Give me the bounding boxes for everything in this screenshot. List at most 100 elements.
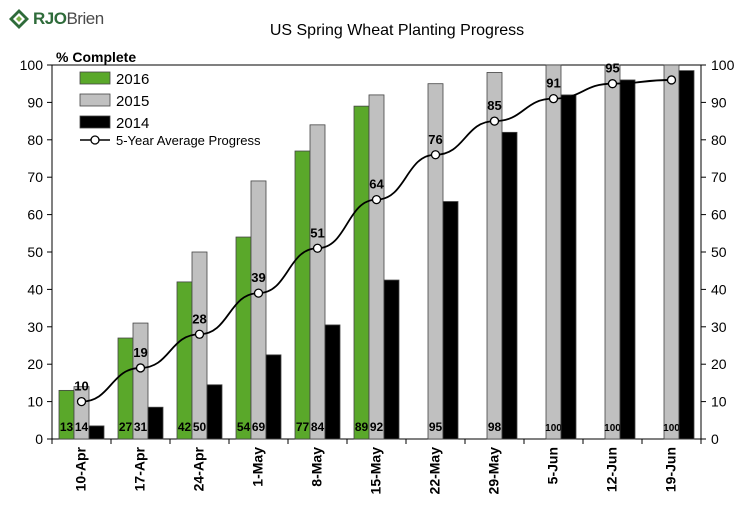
- average-point-marker: [135, 363, 146, 373]
- bar-2015: [309, 124, 326, 440]
- bar-2014: [206, 384, 223, 440]
- bar-2014: [383, 279, 400, 440]
- y-tick-label-left: 30: [27, 319, 43, 335]
- x-tick-label: 5-Jun: [545, 447, 561, 484]
- average-point-marker: [371, 194, 382, 205]
- y-tick-label-right: 30: [711, 319, 727, 335]
- average-data-label: 10: [74, 379, 88, 394]
- bar-2014: [265, 354, 282, 440]
- x-tick-label: 8-May: [309, 447, 325, 487]
- brand-logo: RJOBrien: [8, 8, 104, 30]
- bar-data-label: 100: [545, 423, 562, 434]
- average-point-marker: [430, 150, 441, 160]
- y-tick-label-left: 100: [20, 57, 44, 73]
- bar-data-label: 42: [178, 420, 192, 434]
- average-data-label: 95: [605, 61, 619, 76]
- average-point-marker: [607, 79, 618, 89]
- average-point-marker: [489, 116, 500, 126]
- legend-label: 2016: [116, 71, 149, 88]
- x-tick-label: 17-Apr: [132, 446, 148, 491]
- legend-label: 5-Year Average Progress: [116, 133, 261, 148]
- bar-2014: [88, 425, 105, 440]
- bar-2014: [678, 70, 695, 440]
- average-data-label: 51: [310, 225, 324, 240]
- y-tick-label-right: 10: [711, 394, 727, 410]
- bar-2016: [235, 236, 252, 440]
- logo-brand: RJO: [33, 9, 67, 28]
- y-tick-label-right: 90: [711, 94, 727, 110]
- x-tick-label: 10-Apr: [73, 446, 89, 491]
- bar-data-label: 92: [370, 420, 384, 434]
- logo-brand-suffix: Brien: [66, 9, 104, 28]
- y-tick-label-right: 50: [711, 244, 727, 260]
- y-tick-label-left: 40: [27, 281, 43, 297]
- legend-swatch-marker: [90, 135, 100, 145]
- bar-2015: [132, 322, 149, 440]
- bar-data-label: 14: [75, 420, 89, 434]
- average-data-label: 19: [133, 345, 147, 360]
- bar-2015: [604, 64, 621, 440]
- bar-2015: [250, 180, 267, 440]
- average-point-marker: [312, 243, 323, 253]
- x-tick-label: 12-Jun: [604, 447, 620, 492]
- y-tick-label-right: 100: [711, 57, 735, 73]
- bar-2014: [147, 406, 164, 440]
- legend-label: 2015: [116, 93, 149, 110]
- bar-data-label: 13: [60, 420, 74, 434]
- bar-2014: [560, 94, 577, 440]
- bar-data-label: 69: [252, 420, 266, 434]
- bar-data-label: 89: [355, 420, 369, 434]
- y-tick-label-left: 60: [27, 207, 43, 223]
- legend-swatch-2014: [79, 115, 111, 129]
- bar-2015: [545, 64, 562, 440]
- legend-swatch-2015: [79, 93, 111, 107]
- y-axis-label: % Complete: [56, 49, 136, 65]
- bar-data-label: 31: [134, 420, 148, 434]
- x-tick-label: 22-May: [427, 447, 443, 495]
- bar-2015: [368, 94, 385, 440]
- x-tick-label: 19-Jun: [663, 447, 679, 492]
- average-point-marker: [194, 329, 205, 339]
- logo-mark-icon: [8, 8, 30, 30]
- y-tick-label-left: 50: [27, 244, 43, 260]
- bar-data-label: 54: [237, 420, 251, 434]
- average-data-label: 85: [487, 98, 501, 113]
- y-tick-label-left: 20: [27, 356, 43, 372]
- bar-data-label: 100: [663, 423, 680, 434]
- bar-data-label: 84: [311, 420, 325, 434]
- y-tick-label-right: 40: [711, 281, 727, 297]
- y-tick-label-right: 0: [711, 431, 719, 447]
- bar-data-label: 98: [488, 420, 502, 434]
- y-tick-label-right: 60: [711, 207, 727, 223]
- bar-2016: [353, 105, 370, 440]
- bar-2015: [191, 251, 208, 440]
- bar-2015: [486, 72, 503, 440]
- average-data-label: 76: [428, 132, 442, 147]
- average-point-marker: [253, 288, 264, 298]
- average-point-marker: [548, 94, 559, 104]
- bar-2014: [442, 201, 459, 440]
- y-tick-label-right: 20: [711, 356, 727, 372]
- bar-data-label: 27: [119, 420, 133, 434]
- bar-2014: [501, 131, 518, 440]
- average-point-marker: [76, 396, 87, 407]
- bar-data-label: 100: [604, 423, 621, 434]
- bar-data-label: 95: [429, 420, 443, 434]
- bar-2015: [663, 64, 680, 440]
- plot-area: 0 0 10 10 20 20 30 30 40 40 50 50 60 60 70 70 80 80 90 90 10…: [20, 57, 735, 494]
- bar-2016: [294, 150, 311, 440]
- average-data-label: 28: [192, 311, 206, 326]
- average-data-label: 64: [369, 177, 384, 192]
- bar-2016: [176, 281, 193, 440]
- logo-text: RJOBrien: [33, 9, 104, 29]
- x-tick-label: 1-May: [250, 447, 266, 487]
- y-tick-label-right: 80: [711, 132, 727, 148]
- y-tick-label-left: 0: [35, 431, 43, 447]
- bar-data-label: 77: [296, 420, 310, 434]
- bar-2014: [324, 324, 341, 440]
- y-tick-label-right: 70: [711, 169, 727, 185]
- average-point-marker: [666, 75, 677, 85]
- chart-title: US Spring Wheat Planting Progress: [270, 22, 524, 39]
- x-tick-label: 15-May: [368, 447, 384, 495]
- y-tick-label-left: 70: [27, 169, 43, 185]
